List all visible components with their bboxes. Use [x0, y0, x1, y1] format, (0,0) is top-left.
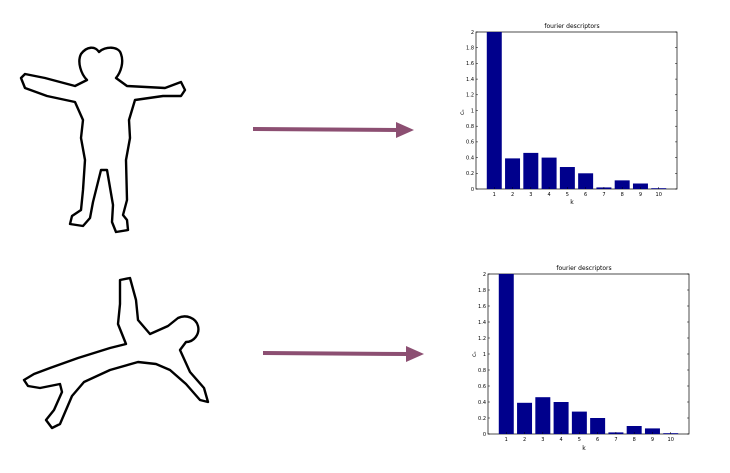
y-tick-label: 0.2	[478, 416, 486, 422]
arrow-top-head	[396, 122, 414, 138]
chart-title: fourier descriptors	[556, 265, 611, 272]
y-tick-label: 0	[471, 187, 474, 193]
y-tick-label: 0.2	[466, 171, 474, 177]
silhouette-outline-top	[19, 46, 187, 234]
x-tick-label: 5	[566, 192, 569, 198]
x-tick-label: 6	[596, 437, 599, 443]
y-tick-label: 1.2	[478, 336, 486, 342]
x-tick-label: 6	[584, 192, 587, 198]
x-tick-label: 2	[523, 437, 526, 443]
x-tick-label: 10	[656, 192, 662, 198]
bar-9	[632, 183, 648, 189]
y-tick-label: 1	[471, 108, 474, 114]
x-tick-label: 2	[511, 192, 514, 198]
y-tick-label: 0.4	[478, 400, 486, 406]
silhouette-outline-bottom	[22, 276, 210, 430]
y-tick-label: 1.4	[466, 77, 474, 83]
x-axis-label: k	[570, 199, 574, 206]
x-tick-label: 7	[602, 192, 605, 198]
bar-8	[614, 180, 630, 189]
y-tick-label: 0.4	[466, 155, 474, 161]
x-tick-label: 4	[559, 437, 562, 443]
y-axis-label: cₖ	[459, 109, 466, 115]
y-tick-label: 2	[471, 30, 474, 36]
chart-title: fourier descriptors	[544, 23, 599, 30]
arrow-bottom-shaft	[262, 351, 409, 356]
x-tick-label: 8	[633, 437, 636, 443]
y-tick-label: 1.4	[478, 320, 486, 326]
y-tick-label: 1	[483, 352, 486, 358]
y-tick-label: 0.6	[478, 384, 486, 390]
x-tick-label: 7	[614, 437, 617, 443]
human-silhouette-top	[19, 46, 187, 234]
x-tick-label: 4	[547, 192, 550, 198]
x-tick-label: 5	[578, 437, 581, 443]
arrow-top-shaft	[252, 127, 399, 132]
bar-2	[517, 402, 533, 434]
x-tick-label: 3	[529, 192, 532, 198]
y-tick-label: 2	[483, 272, 486, 278]
bar-1	[498, 274, 514, 434]
x-tick-label: 10	[668, 437, 674, 443]
x-tick-label: 9	[639, 192, 642, 198]
x-tick-label: 1	[493, 192, 496, 198]
y-tick-label: 1.8	[478, 288, 486, 294]
bar-5	[559, 167, 575, 189]
bar-8	[626, 426, 642, 434]
y-axis-label: cₖ	[471, 351, 478, 357]
y-tick-label: 1.8	[466, 46, 474, 52]
x-axis-label: k	[582, 445, 586, 452]
y-tick-label: 0.6	[466, 140, 474, 146]
bar-6	[578, 173, 594, 189]
bar-4	[541, 157, 557, 189]
bar-1	[486, 32, 502, 189]
y-tick-label: 0	[483, 432, 486, 438]
x-tick-label: 3	[541, 437, 544, 443]
bar-3	[523, 152, 539, 189]
arrow-top	[252, 122, 414, 138]
y-tick-label: 0.8	[466, 124, 474, 130]
x-tick-label: 1	[505, 437, 508, 443]
bar-2	[505, 158, 521, 189]
bar-6	[590, 418, 606, 434]
bar-4	[553, 402, 569, 434]
bar-9	[644, 428, 660, 434]
arrow-bottom	[262, 346, 424, 362]
x-tick-label: 8	[621, 192, 624, 198]
human-silhouette-bottom	[22, 276, 210, 430]
fourier-chart-bottom: fourier descriptors cₖ k 1 2 3 4 5 6 7 8 9 10 0 0.2…	[471, 265, 690, 452]
y-tick-label: 1.2	[466, 93, 474, 99]
bar-3	[535, 397, 551, 434]
arrow-bottom-head	[406, 346, 424, 362]
bar-5	[571, 411, 587, 434]
y-tick-label: 1.6	[478, 304, 486, 310]
x-tick-label: 9	[651, 437, 654, 443]
y-tick-label: 0.8	[478, 368, 486, 374]
y-tick-label: 1.6	[466, 61, 474, 67]
fourier-chart-top: fourier descriptors cₖ k 1 2 3 4 5 6 7 8 9 10 0 0.2…	[459, 23, 678, 206]
